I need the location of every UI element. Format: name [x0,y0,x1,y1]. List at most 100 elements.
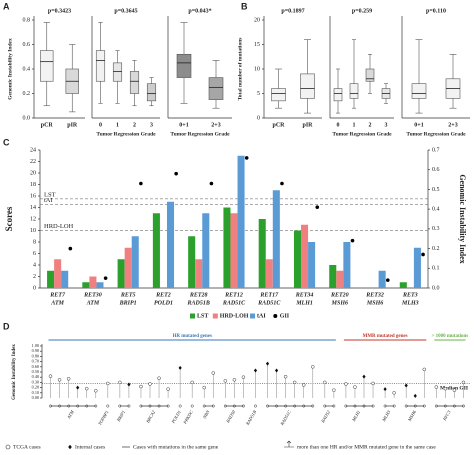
x-tick-label: MSH6 [331,300,348,306]
tcga-marker [190,380,194,385]
bar [230,213,238,288]
bar [237,155,245,288]
bar [117,259,125,288]
x-axis-title: Tumor Regression Grade [170,131,230,137]
y-tick-label: 0.40 [32,374,39,379]
y2-axis-title: Genomic Instability Index [458,174,467,263]
y-tick-label: 10 [254,66,260,72]
x-tick-label: 2 [133,122,136,128]
gii-dot [350,238,355,243]
p-value: p=0.3645 [114,8,137,14]
bar [195,259,203,288]
y-tick-label: 0 [33,285,36,291]
tcga-marker [461,380,466,385]
x-tick-label: POLD1 [154,300,173,306]
group-label: > 1000 mutations [432,334,469,339]
box [349,83,359,99]
y-tick-label: 22 [30,159,36,165]
x-tick-label: 0+1 [414,122,423,128]
y-tick-label: 2 [33,274,36,280]
x-tick-label: MSH6 [366,300,383,306]
y-tick-label: 6 [33,251,36,257]
legend-marker [284,440,294,448]
y2-tick-label: 0.6 [432,167,440,173]
bar [336,270,344,288]
y-tick-label: 8 [33,239,36,245]
bar [343,242,351,288]
y-tick-label: 0.10 [32,390,39,395]
x-tick-label: RET34 [295,292,314,298]
x-tick-label: RET32 [365,292,384,298]
gene-label: RAD51B [244,409,257,426]
internal-marker [127,382,131,387]
x-tick-label: 0+1 [179,122,188,128]
y-tick-label: 0.20 [32,385,39,390]
track-dot [190,404,194,408]
tcga-marker [157,376,161,380]
tcga-marker [66,377,71,381]
x-tick-label: 3 [150,122,153,128]
gene-label: RAD51C [279,409,292,427]
y-tick-label: 4 [33,262,36,268]
y-tick-label: 0.00 [32,395,39,400]
tcga-marker [139,384,143,389]
gii-dot [209,181,214,186]
gene-label: RAD52 [320,409,332,424]
threshold-label: LST [44,191,56,198]
y-tick-label: 10 [30,228,36,234]
x-tick-label: RET5 [120,292,136,298]
legend-label: TCGA cases [13,444,41,450]
bar [131,236,139,288]
x-axis-title: Tumor Regression Grade [332,131,392,137]
y-tick-label: 24 [30,147,36,153]
internal-marker [362,374,366,379]
p-value: p=0.3423 [48,8,71,14]
legend-label: more than one HR and/or MMR mutated gene… [297,444,436,450]
legend-label: HRD-LOH [220,313,249,319]
gene-label: MLH3 [381,409,392,423]
y2-tick-label: 0.7 [432,147,440,153]
gii-dot [103,276,108,280]
panel-label: D [3,321,10,331]
bar [293,230,302,288]
x-tick-label: RET2 [155,292,171,298]
x-tick-label: RET28 [189,292,208,298]
x-tick-label: 3 [385,122,388,128]
x-tick-label: RET17 [259,292,279,298]
tcga-marker [241,375,246,379]
box [176,53,192,78]
bar [272,190,280,288]
x-tick-label: pCR [272,122,285,128]
box [300,73,315,99]
p-value: p=0.1897 [281,8,304,14]
tcga-marker [223,379,228,383]
internal-marker [404,383,408,388]
x-tick-label: BRIP1 [119,300,137,306]
internal-marker [274,368,279,373]
threshold-label: HRD-LOH [44,223,74,230]
bar [399,282,407,288]
tcga-marker [392,391,396,395]
y-tick-label: 20 [254,17,260,23]
x-tick-label: RET12 [224,292,243,298]
gii-dot [244,156,249,160]
gii-dot [421,252,425,257]
x-tick-label: 2 [369,122,372,128]
bar [223,207,231,288]
x-tick-label: MLH1 [295,300,313,306]
tcga-marker [211,371,216,375]
legend-label: tAI [257,313,266,319]
legend-marker [68,444,72,450]
y-tick-label: 5 [257,91,260,97]
bar [166,201,175,288]
y-tick-label: 0.30 [32,379,39,384]
tcga-marker [353,385,357,389]
tcga-marker [311,365,315,369]
threshold-label: tAI [44,197,53,204]
x-tick-label: pIR [67,122,78,128]
tcga-marker [57,378,62,382]
bar [329,265,337,288]
legend-marker [273,314,278,318]
y-tick-label: 16 [30,193,36,199]
